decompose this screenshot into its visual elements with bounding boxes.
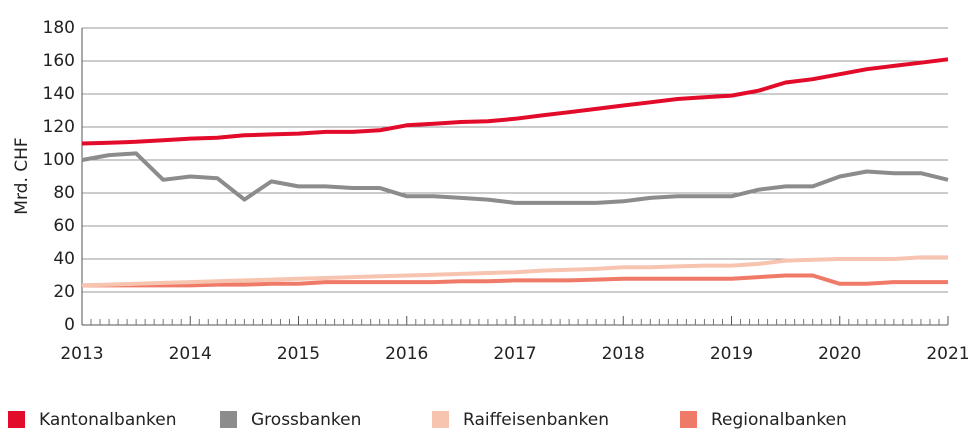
legend-label: Kantonalbanken xyxy=(39,410,176,430)
series-line xyxy=(81,255,948,288)
legend-swatch xyxy=(220,411,237,428)
legend-label: Raiffeisenbanken xyxy=(463,410,609,430)
legend-label: Grossbanken xyxy=(251,410,361,430)
series-line xyxy=(81,151,949,205)
legend-swatch xyxy=(680,411,697,428)
y-tick-label: 160 xyxy=(43,51,75,71)
y-tick-label: 180 xyxy=(43,18,75,38)
x-tick-label: 2013 xyxy=(60,344,103,364)
x-tick-label: 2021 xyxy=(926,344,969,364)
x-tick-label: 2020 xyxy=(818,344,861,364)
y-axis-label: Mrd. CHF xyxy=(12,137,32,214)
y-tick-label: 140 xyxy=(43,84,75,104)
x-tick-label: 2014 xyxy=(169,344,212,364)
legend-label: Regionalbanken xyxy=(711,410,847,430)
legend-swatch xyxy=(432,411,449,428)
y-tick-label: 20 xyxy=(53,282,75,302)
series-line xyxy=(82,273,948,288)
x-tick-label: 2015 xyxy=(277,344,320,364)
x-tick-label: 2018 xyxy=(602,344,645,364)
y-tick-label: 80 xyxy=(53,183,75,203)
y-tick-label: 0 xyxy=(64,315,75,335)
x-tick-label: 2017 xyxy=(493,344,536,364)
y-tick-label: 60 xyxy=(53,216,75,236)
x-tick-label: 2019 xyxy=(710,344,753,364)
y-tick-label: 40 xyxy=(53,249,75,269)
legend-swatch xyxy=(8,411,25,428)
x-tick-label: 2016 xyxy=(385,344,428,364)
y-tick-label: 100 xyxy=(43,150,75,170)
series-line xyxy=(81,57,949,146)
y-tick-label: 120 xyxy=(43,117,75,137)
